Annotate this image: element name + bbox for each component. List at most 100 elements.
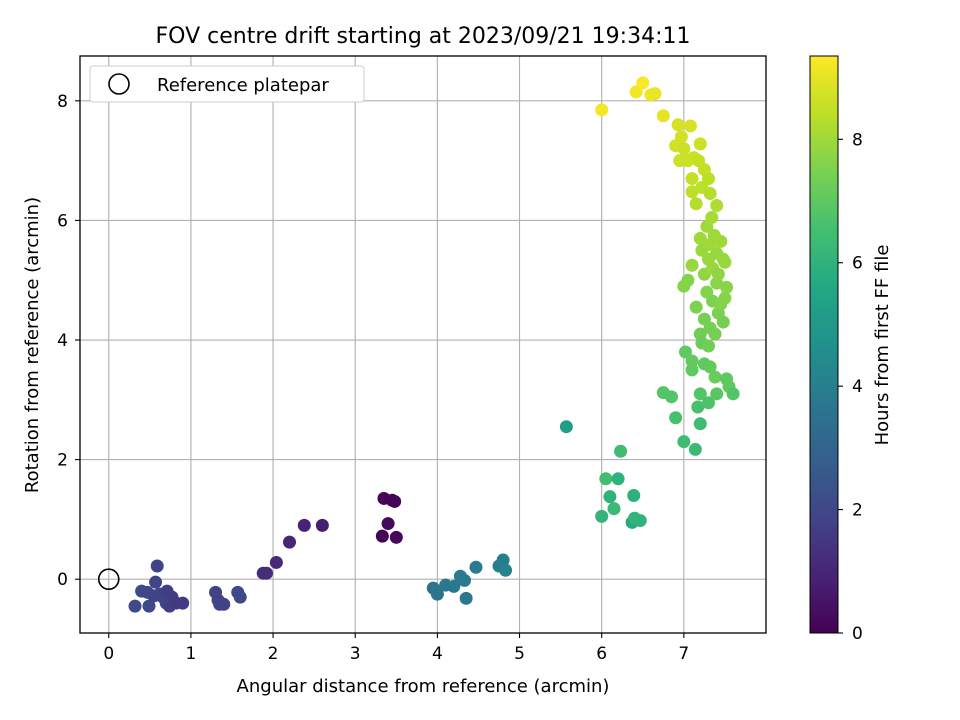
data-point (716, 315, 730, 329)
data-point (710, 198, 724, 212)
data-point (607, 502, 621, 516)
data-point (599, 472, 613, 486)
data-point (389, 530, 403, 544)
data-point (708, 327, 722, 341)
legend-open-circle-icon (108, 73, 130, 95)
data-point (693, 387, 707, 401)
data-point (128, 599, 142, 613)
y-axis-ticks: 0 2 4 6 8 (57, 92, 80, 590)
data-point (685, 363, 699, 377)
reference-platepar-marker (97, 568, 120, 590)
data-point (678, 345, 692, 359)
data-point (142, 599, 156, 613)
colorbar-label: Hours from first FF file (872, 245, 893, 446)
data-point (689, 300, 703, 314)
data-point (447, 579, 461, 593)
data-points (128, 76, 740, 613)
data-point (150, 559, 164, 573)
data-point (677, 142, 691, 156)
x-tick-label: 4 (432, 644, 443, 664)
data-point (611, 472, 625, 486)
data-point (656, 109, 670, 123)
data-point (688, 442, 702, 456)
x-axis-label: Angular distance from reference (arcmin) (237, 676, 610, 697)
data-point (627, 488, 641, 502)
data-point (714, 234, 728, 248)
data-point (693, 231, 707, 245)
colorbar-tick-label: 8 (852, 130, 863, 150)
data-point (381, 517, 395, 531)
y-tick-label: 4 (57, 331, 68, 351)
data-point (375, 529, 389, 543)
colorbar-tick-label: 0 (852, 624, 863, 644)
data-point (677, 435, 691, 449)
x-tick-label: 3 (350, 644, 361, 664)
data-point (282, 535, 296, 549)
colorbar: 0 2 4 6 8 Hours from first FF file (809, 55, 893, 644)
data-point (671, 118, 685, 132)
y-tick-label: 6 (57, 211, 68, 231)
data-point (636, 76, 650, 90)
data-point (681, 273, 695, 287)
data-point (711, 267, 725, 281)
x-tick-label: 6 (596, 644, 607, 664)
data-point (457, 573, 471, 587)
x-tick-label: 5 (514, 644, 525, 664)
data-point (430, 587, 444, 601)
data-point (685, 172, 699, 186)
data-point (665, 390, 679, 404)
data-point (149, 575, 163, 589)
data-point (701, 396, 715, 410)
colorbar-tick-label: 2 (852, 501, 863, 521)
data-point (685, 258, 699, 272)
data-point (614, 444, 628, 458)
data-point (691, 400, 705, 414)
data-point (499, 563, 513, 577)
data-point (701, 172, 715, 186)
data-point (496, 553, 510, 567)
y-axis-label: Rotation from reference (arcmin) (22, 197, 43, 493)
data-point (603, 490, 617, 504)
data-point (388, 494, 402, 508)
legend-box (89, 65, 365, 103)
y-tick-label: 0 (57, 570, 68, 590)
data-point (233, 590, 247, 604)
data-point (720, 280, 734, 294)
legend-label: Reference platepar (157, 75, 329, 96)
data-point (689, 197, 703, 211)
data-point (718, 255, 732, 269)
data-point (269, 555, 283, 569)
legend: Reference platepar (89, 65, 365, 103)
data-point (469, 560, 483, 574)
data-point (259, 566, 273, 580)
colorbar-gradient (809, 55, 839, 634)
data-point (633, 514, 647, 528)
data-point (629, 85, 643, 99)
data-point (718, 291, 732, 305)
x-axis-ticks: 0 1 2 3 4 5 6 7 (103, 633, 689, 664)
data-point (693, 137, 707, 151)
data-point (703, 360, 717, 374)
x-tick-label: 7 (678, 644, 689, 664)
colorbar-tick-label: 6 (852, 254, 863, 274)
data-point (559, 420, 573, 434)
data-point (595, 103, 609, 117)
data-point (669, 411, 683, 425)
data-point (708, 370, 722, 384)
data-point (710, 387, 724, 401)
plot-frame (79, 55, 767, 634)
data-point (703, 187, 717, 201)
x-tick-label: 0 (103, 644, 114, 664)
colorbar-ticks: 0 2 4 6 8 (838, 130, 863, 644)
data-point (459, 591, 473, 605)
data-point (648, 87, 662, 101)
data-point (693, 417, 707, 431)
data-point (726, 387, 740, 401)
y-tick-label: 2 (57, 451, 68, 471)
data-point (595, 509, 609, 523)
colorbar-tick-label: 4 (852, 377, 863, 397)
y-tick-label: 8 (57, 92, 68, 112)
data-point (176, 596, 190, 610)
grid-lines (80, 56, 766, 633)
